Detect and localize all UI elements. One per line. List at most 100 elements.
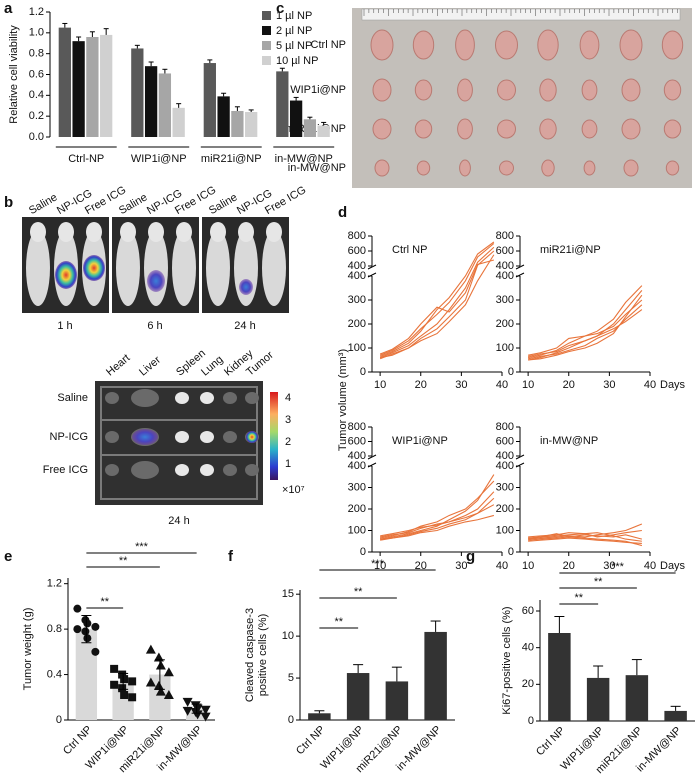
bar (72, 41, 85, 137)
bar (548, 633, 571, 721)
y-tick-label: 100 (348, 342, 366, 354)
y-tick-label: 300 (496, 294, 514, 306)
x-tick-label: 30 (603, 560, 615, 572)
bar (217, 96, 230, 137)
y-tick-label: 400 (496, 450, 514, 462)
panel-letter: e (4, 548, 12, 565)
organ (175, 431, 189, 443)
point (73, 625, 82, 634)
x-tick-label: 20 (563, 379, 575, 391)
y-tick-label: 1.2 (29, 6, 44, 18)
y-tick-label: 100 (496, 524, 514, 536)
organ (105, 392, 119, 404)
legend-swatch (262, 56, 271, 65)
point (145, 677, 156, 687)
mouse-body (206, 230, 230, 306)
significance-label: ** (354, 586, 363, 598)
tumor (414, 119, 433, 139)
point (145, 644, 156, 654)
mouse-head (58, 222, 74, 242)
tumor (621, 78, 641, 102)
bar (289, 100, 303, 137)
x-tick-label: 20 (415, 560, 427, 572)
tray (100, 386, 258, 500)
line (528, 533, 643, 547)
organ (175, 392, 189, 404)
bar (131, 48, 144, 138)
significance-label: ** (574, 592, 583, 604)
point (81, 627, 90, 636)
tumor (581, 119, 598, 139)
organ-label: Liver (137, 354, 163, 379)
x-tick-label: 10 (522, 560, 534, 572)
significance-label: ** (100, 596, 109, 608)
panel-title: WIP1i@NP (392, 435, 448, 447)
mouse-head (86, 222, 102, 242)
y-tick-label: 20 (522, 678, 534, 690)
tumor (663, 119, 682, 139)
organ (105, 431, 119, 443)
organ (200, 392, 214, 404)
mouse-head (210, 222, 226, 242)
mouse-head (176, 222, 192, 242)
y-tick-label: 0.4 (47, 668, 62, 680)
bar (276, 71, 289, 137)
panel-letter: b (4, 194, 13, 211)
x-tick-label: 20 (563, 560, 575, 572)
panel-letter: g (466, 548, 475, 565)
colorbar-unit: ×10⁷ (282, 484, 305, 496)
x-tick-label: 10 (522, 379, 534, 391)
y-tick-label: 400 (496, 460, 514, 472)
y-tick-label: 0.2 (29, 110, 44, 122)
significance-label: ** (334, 616, 343, 628)
legend-swatch (262, 26, 271, 35)
legend-label: 5 µl NP (276, 40, 312, 52)
y-tick-label: 200 (496, 503, 514, 515)
tumor (497, 119, 516, 139)
row-label: in-MW@NP (288, 162, 346, 174)
y-tick-label: 400 (348, 260, 366, 272)
organ (223, 464, 237, 476)
row-label: NP-ICG (50, 431, 89, 443)
point (163, 690, 174, 700)
signal (83, 255, 105, 281)
tumor (541, 159, 555, 177)
tumor (537, 29, 559, 61)
line (379, 241, 495, 357)
bar (172, 107, 185, 137)
y-tick-label: 0 (56, 714, 62, 726)
organ (175, 464, 189, 476)
x-tick-label: 30 (455, 379, 467, 391)
y-tick-label: 200 (496, 318, 514, 330)
y-tick-label: 800 (348, 421, 366, 433)
panel-letter: f (228, 548, 234, 565)
point (182, 697, 193, 707)
bar (586, 677, 610, 721)
significance-label: *** (611, 561, 625, 573)
line (380, 480, 495, 539)
bar (158, 73, 172, 137)
y-tick-label: 800 (496, 230, 514, 242)
bar (346, 673, 370, 720)
tumor (455, 29, 475, 61)
point (200, 705, 211, 715)
line (528, 299, 643, 359)
tumor (372, 118, 392, 140)
organ-label: Heart (104, 352, 132, 378)
colorbar-tick: 2 (285, 436, 291, 448)
group-label: Saline (27, 191, 59, 217)
signal (239, 279, 253, 295)
organ (223, 392, 237, 404)
organ (105, 464, 119, 476)
group-label: Free ICG (263, 184, 308, 217)
time-label: 24 h (234, 320, 255, 332)
panel-letter: c (276, 0, 284, 17)
mouse-head (266, 222, 282, 242)
tumor (374, 159, 390, 177)
y-axis-label: Tumor volume (mm³) (337, 349, 349, 451)
photo (352, 8, 692, 188)
row-label: WIP1i@NP (290, 84, 346, 96)
tumor (497, 79, 516, 101)
y-tick-label: 800 (348, 230, 366, 242)
